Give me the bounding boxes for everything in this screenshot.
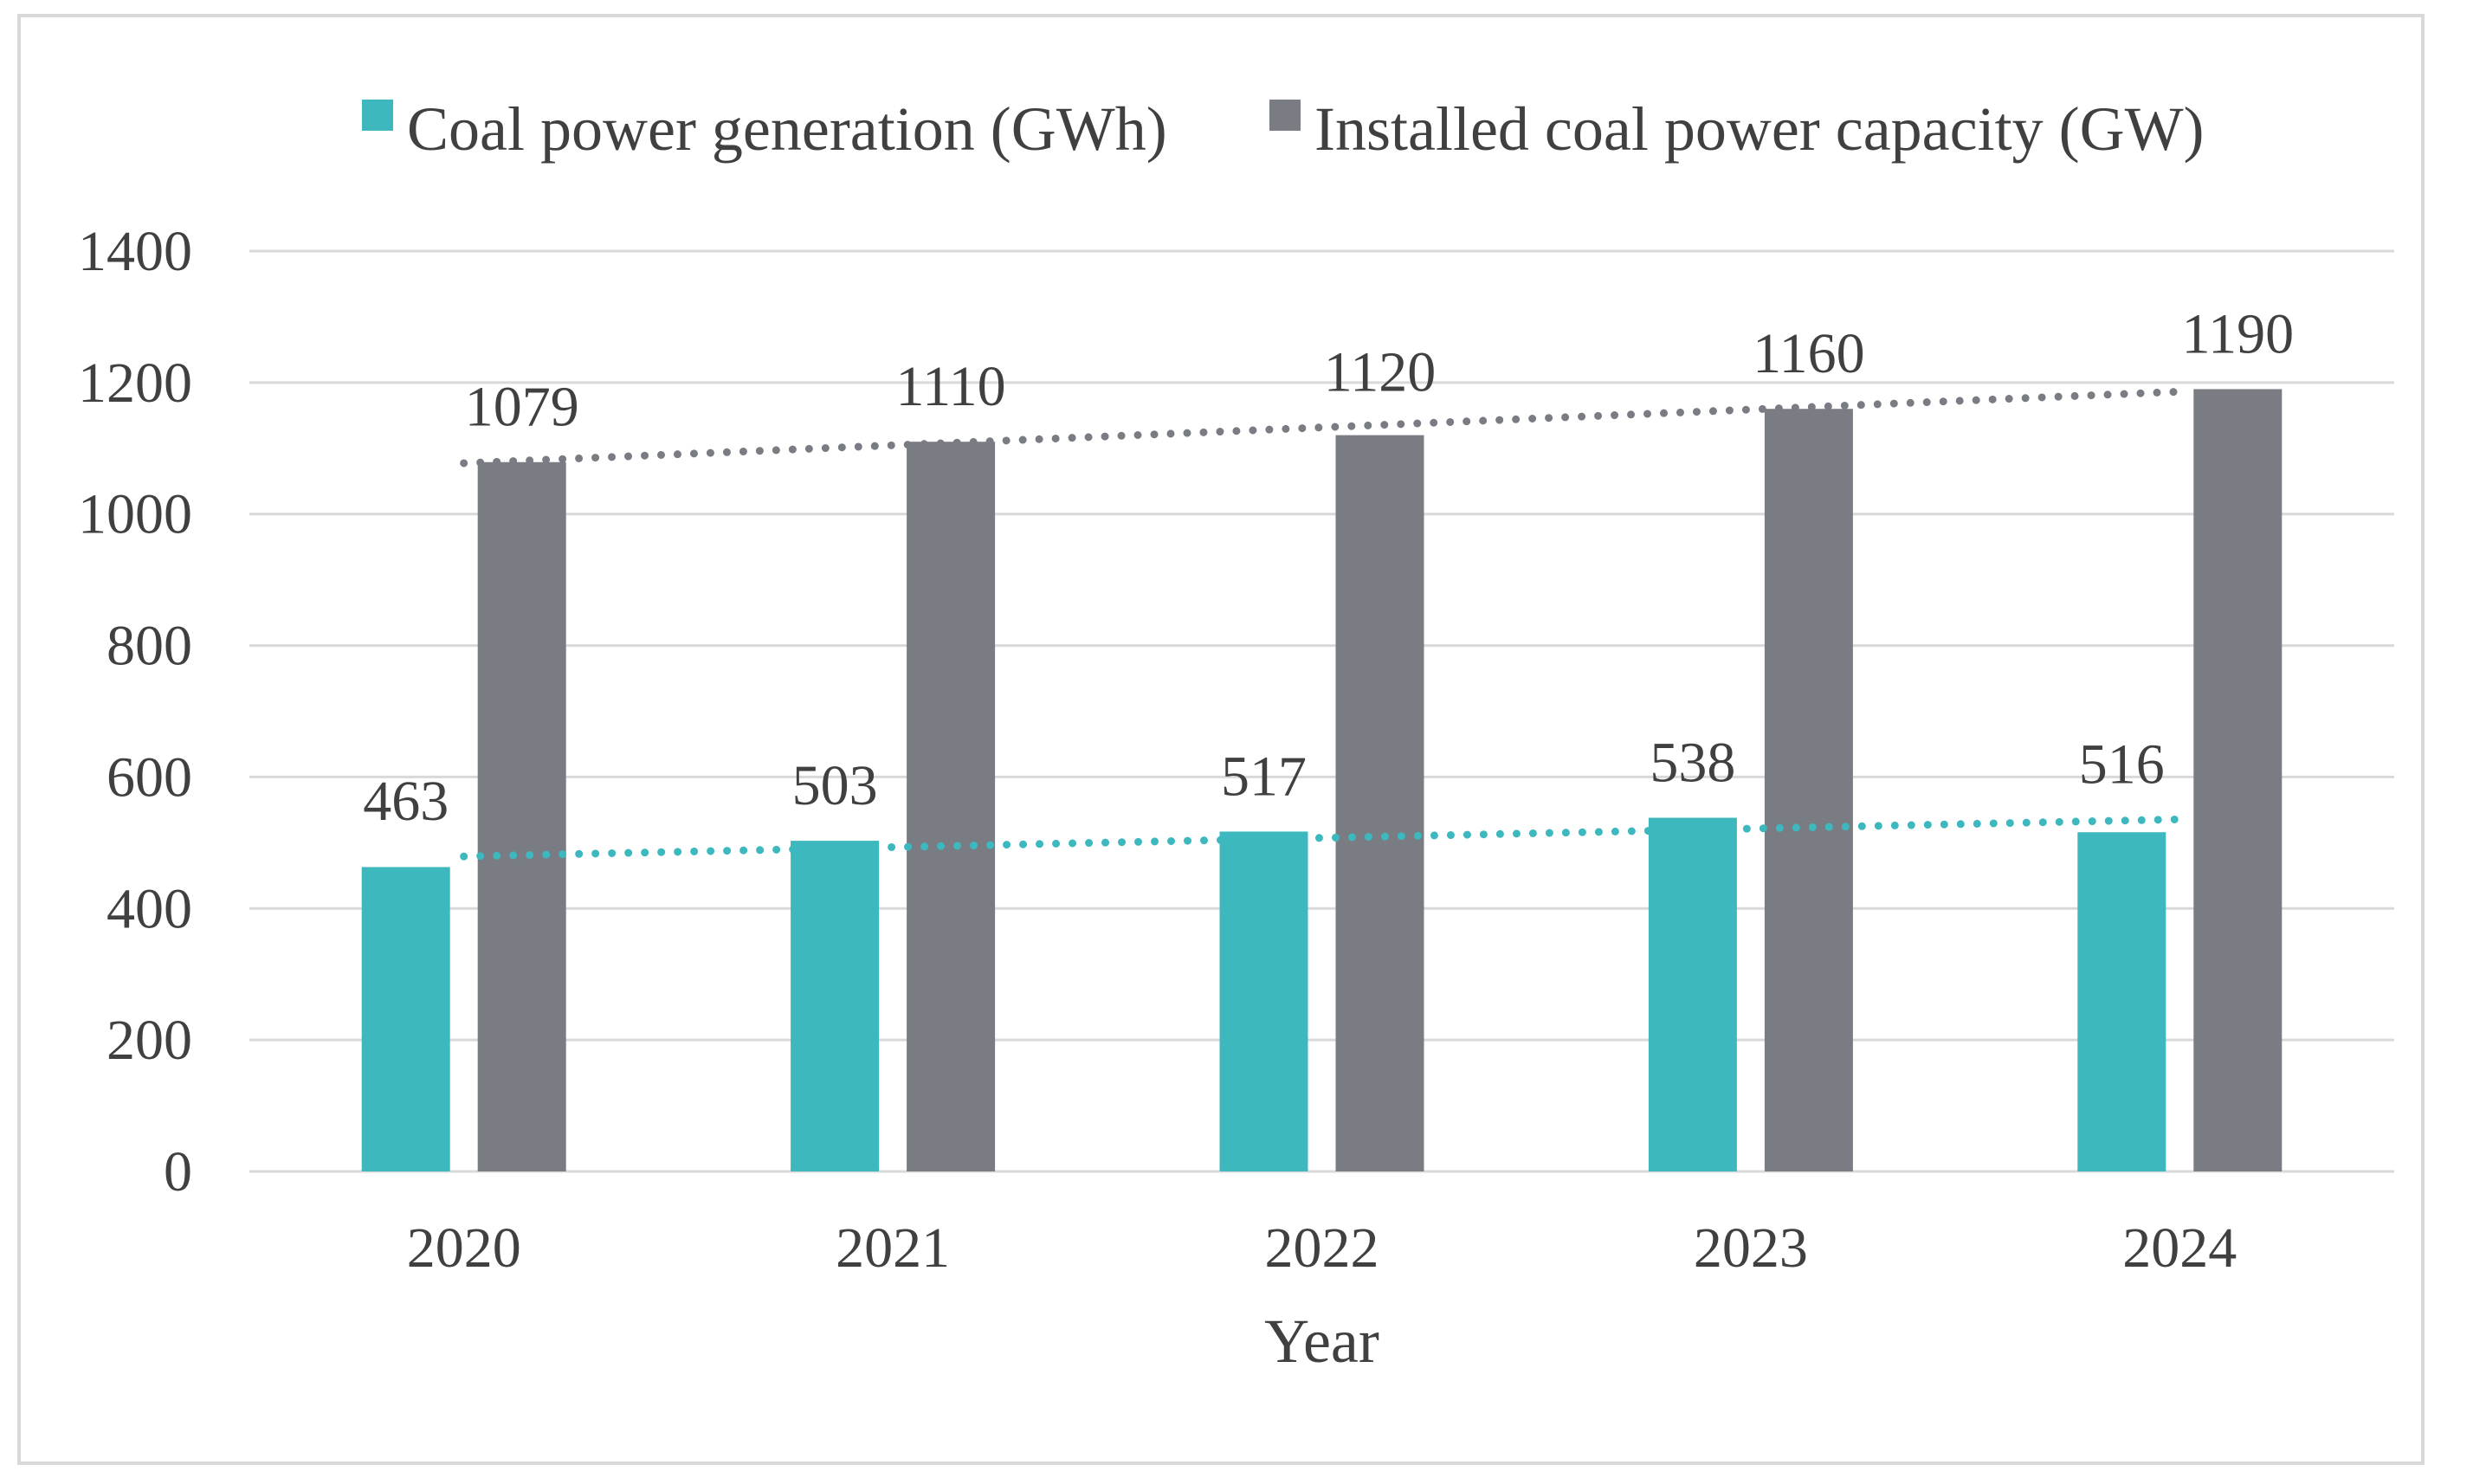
- data-label-generation-2023: 538: [1650, 732, 1735, 795]
- data-label-generation-2021: 503: [792, 754, 878, 817]
- y-tick-label-1400: 1400: [78, 220, 192, 283]
- gridlines: [249, 249, 2394, 1173]
- bar-generation-2020: [361, 867, 450, 1171]
- y-tick-label-1200: 1200: [78, 352, 192, 415]
- y-tick-label-600: 600: [107, 745, 192, 809]
- x-axis-title: Year: [1264, 1307, 1379, 1376]
- bars: [361, 389, 2283, 1172]
- legend-swatch-capacity: [1269, 100, 1301, 131]
- trendline-generation: [460, 815, 2184, 861]
- data-label-generation-2024: 516: [2079, 732, 2165, 796]
- trendlines: [460, 387, 2184, 861]
- y-tick-label-800: 800: [107, 615, 192, 678]
- data-label-capacity-2023: 1160: [1753, 322, 1865, 385]
- data-label-capacity-2021: 1110: [896, 355, 1006, 418]
- bar-generation-2024: [2077, 832, 2166, 1171]
- x-tick-label-2024: 2024: [2122, 1216, 2237, 1280]
- data-label-capacity-2020: 1079: [465, 376, 579, 439]
- bar-generation-2022: [1219, 831, 1308, 1171]
- y-tick-label-400: 400: [107, 877, 192, 940]
- bar-capacity-2021: [907, 442, 996, 1171]
- bar-capacity-2022: [1335, 435, 1424, 1172]
- trendline-capacity: [460, 387, 2184, 468]
- data-label-generation-2020: 463: [363, 770, 449, 833]
- x-tick-label-2023: 2023: [1694, 1216, 1808, 1280]
- x-tick-label-2021: 2021: [836, 1216, 950, 1280]
- x-tick-label-2020: 2020: [407, 1216, 521, 1280]
- bar-generation-2021: [791, 841, 880, 1171]
- legend-label-capacity: Installed coal power capacity (GW): [1314, 94, 2205, 164]
- data-labels: 463 1079 503 1110 517 1120 538 1160 516 1190: [363, 302, 2294, 833]
- data-label-capacity-2022: 1120: [1324, 341, 1437, 404]
- x-tick-label-2022: 2022: [1265, 1216, 1379, 1280]
- bar-generation-2023: [1648, 817, 1737, 1171]
- y-tick-label-0: 0: [164, 1140, 192, 1203]
- bar-capacity-2024: [2193, 389, 2283, 1171]
- legend-swatch-generation: [362, 100, 393, 131]
- bar-capacity-2020: [477, 461, 566, 1171]
- data-label-generation-2022: 517: [1221, 745, 1307, 808]
- y-tick-label-1000: 1000: [78, 483, 192, 546]
- y-tick-labels: 0 200 400 600 800 1000 1200 1400: [78, 220, 192, 1203]
- data-label-capacity-2024: 1190: [2182, 302, 2295, 365]
- legend: Coal power generation (GWh) Installed co…: [362, 94, 2205, 164]
- y-tick-label-200: 200: [107, 1009, 192, 1072]
- bar-capacity-2023: [1764, 409, 1853, 1171]
- x-tick-labels: 2020 2021 2022 2023 2024: [407, 1216, 2237, 1280]
- legend-label-generation: Coal power generation (GWh): [407, 94, 1167, 164]
- chart-frame: [17, 14, 2425, 1465]
